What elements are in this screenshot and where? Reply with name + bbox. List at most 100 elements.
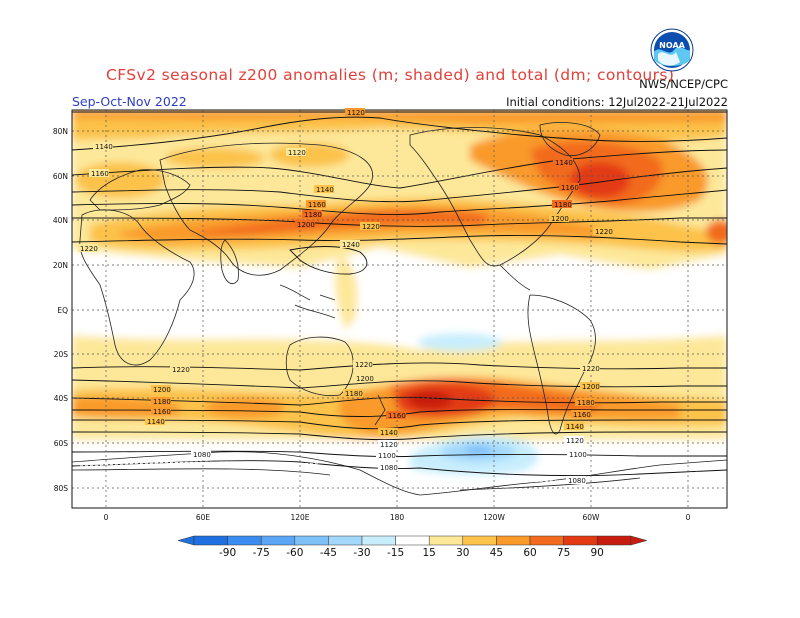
contour-label: 1120 [345,108,365,117]
svg-text:1140: 1140 [147,418,165,426]
contour-label: 1140 [553,158,573,167]
lat-label: 40S [54,394,69,403]
svg-text:1180: 1180 [554,201,572,209]
svg-text:1140: 1140 [555,159,573,167]
contour-label: 1080 [191,450,211,459]
contour-label: 1220 [360,222,380,231]
colorbar-swatch [193,535,228,546]
contour-label: 1100 [376,451,396,460]
svg-text:1100: 1100 [378,452,396,460]
lat-label: 60N [53,172,68,181]
contour-label: 1080 [566,476,586,485]
lat-label: 60S [54,439,69,448]
svg-text:1120: 1120 [566,437,584,445]
colorbar-swatch [428,535,464,546]
contour-label: 1220 [170,365,190,374]
colorbar-swatch [529,535,564,546]
contour-label: 1240 [340,240,360,249]
map-frame [71,109,728,509]
colorbar-labels: -90 -75 -60 -45 -30 -15 15 30 45 60 75 90 [219,547,604,559]
agency-label: NWS/NCEP/CPC [639,77,728,91]
contour-label: 1160 [306,200,326,209]
contour-label: 1140 [378,428,398,437]
colorbar-label: -75 [253,547,270,559]
contour-label: 1160 [386,411,406,420]
map-field [72,110,727,508]
contour-label: 1180 [552,200,572,209]
lat-label: 20S [54,350,69,359]
svg-text:1080: 1080 [193,451,211,459]
colorbar-swatch [395,535,430,546]
lon-label: 180 [390,513,405,522]
svg-text:1140: 1140 [380,429,398,437]
contour-label: 1160 [89,169,109,178]
lon-label: 120W [483,513,505,522]
contour-label: 1140 [93,142,113,151]
contour-label: 1220 [580,364,600,373]
noaa-logo: NOAA [650,28,694,72]
contour-label: 1160 [559,183,579,192]
contour-label: 1160 [151,407,171,416]
svg-text:1140: 1140 [316,186,334,194]
svg-text:1160: 1160 [153,408,171,416]
noaa-logo-text: NOAA [659,41,685,50]
latitude-labels: 80N 60N 40N 20N EQ 20S 40S 60S 80S [53,127,68,493]
contour-label: 1220 [78,244,98,253]
colorbar-swatch [462,535,497,546]
colorbar-swatch [294,535,329,546]
lon-label: 60W [583,513,601,522]
chart-title: CFSv2 seasonal z200 anomalies (m; shaded… [106,66,675,84]
colorbar-swatch [563,535,598,546]
svg-text:1160: 1160 [388,412,406,420]
contour-label: 1080 [378,463,398,472]
colorbar-label: -15 [387,547,404,559]
svg-text:1220: 1220 [80,245,98,253]
colorbar-label: 90 [591,547,604,559]
lon-label: 120E [290,513,309,522]
contour-label: 1180 [151,397,171,406]
colorbar-label: 60 [523,547,536,559]
contour-label: 1140 [145,417,165,426]
contour-label: 1120 [378,440,398,449]
lat-label: 80S [54,484,69,493]
svg-text:1120: 1120 [380,441,398,449]
lon-label: 0 [686,513,691,522]
season-label: Sep-Oct-Nov 2022 [72,94,187,109]
colorbar-label: -90 [219,547,236,559]
svg-text:1220: 1220 [172,366,190,374]
contour-label: 1120 [564,436,584,445]
colorbar-min-arrow [177,535,195,546]
svg-text:1220: 1220 [355,361,373,369]
svg-text:1180: 1180 [345,390,363,398]
svg-text:1180: 1180 [304,211,322,219]
initial-conditions-label: Initial conditions: 12Jul2022-21Jul2022 [506,95,728,109]
contour-label: 1200 [549,214,569,223]
svg-text:1200: 1200 [153,386,171,394]
height-contours [72,111,727,477]
colorbar-label: 75 [557,547,570,559]
contour-label: 1120 [286,148,306,157]
contour-label: 1200 [151,385,171,394]
svg-text:1200: 1200 [582,383,600,391]
colorbar-swatch [260,535,296,546]
colorbar-max-arrow [630,535,648,546]
contour-label: 1180 [575,398,595,407]
svg-text:1220: 1220 [582,365,600,373]
contour-label: 1140 [314,185,334,194]
lat-label: 80N [53,127,68,136]
contour-label: 1180 [343,389,363,398]
svg-text:1120: 1120 [288,149,306,157]
svg-text:1120: 1120 [347,109,365,117]
longitude-labels: 0 60E 120E 180 120W 60W 0 [104,513,691,522]
contour-label: 1160 [571,410,591,419]
svg-text:1160: 1160 [573,411,591,419]
colorbar-swatch [227,535,262,546]
svg-text:1200: 1200 [551,215,569,223]
lon-label: 0 [104,513,109,522]
svg-text:1160: 1160 [308,201,326,209]
contour-label: 1100 [567,450,587,459]
lat-label: 40N [53,216,68,225]
colorbar-label: 15 [423,547,436,559]
colorbar-swatch [496,535,531,546]
